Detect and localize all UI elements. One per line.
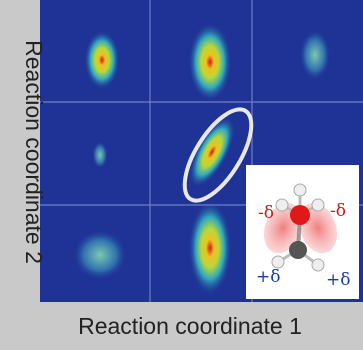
peak xyxy=(188,200,232,296)
charge-label: +δ xyxy=(256,267,280,287)
figure: -δ -δ +δ +δ Reaction coordinate 1 Reacti… xyxy=(0,0,363,350)
inset: -δ -δ +δ +δ xyxy=(246,165,359,299)
peak xyxy=(84,30,120,90)
peak xyxy=(72,229,128,281)
peak xyxy=(188,22,232,102)
carbon-atom xyxy=(289,241,307,259)
charge-label: -δ xyxy=(258,203,274,223)
peak xyxy=(299,29,331,81)
charge-label: +δ xyxy=(326,270,350,290)
peak xyxy=(92,141,108,169)
x-axis-label: Reaction coordinate 1 xyxy=(78,313,302,339)
y-axis-label: Reaction coordinate 2 xyxy=(21,40,47,264)
charge-label: -δ xyxy=(330,201,346,221)
oxygen-atom xyxy=(290,205,310,225)
page: {"axes": {"x_label": "Reaction coordinat… xyxy=(0,0,363,350)
